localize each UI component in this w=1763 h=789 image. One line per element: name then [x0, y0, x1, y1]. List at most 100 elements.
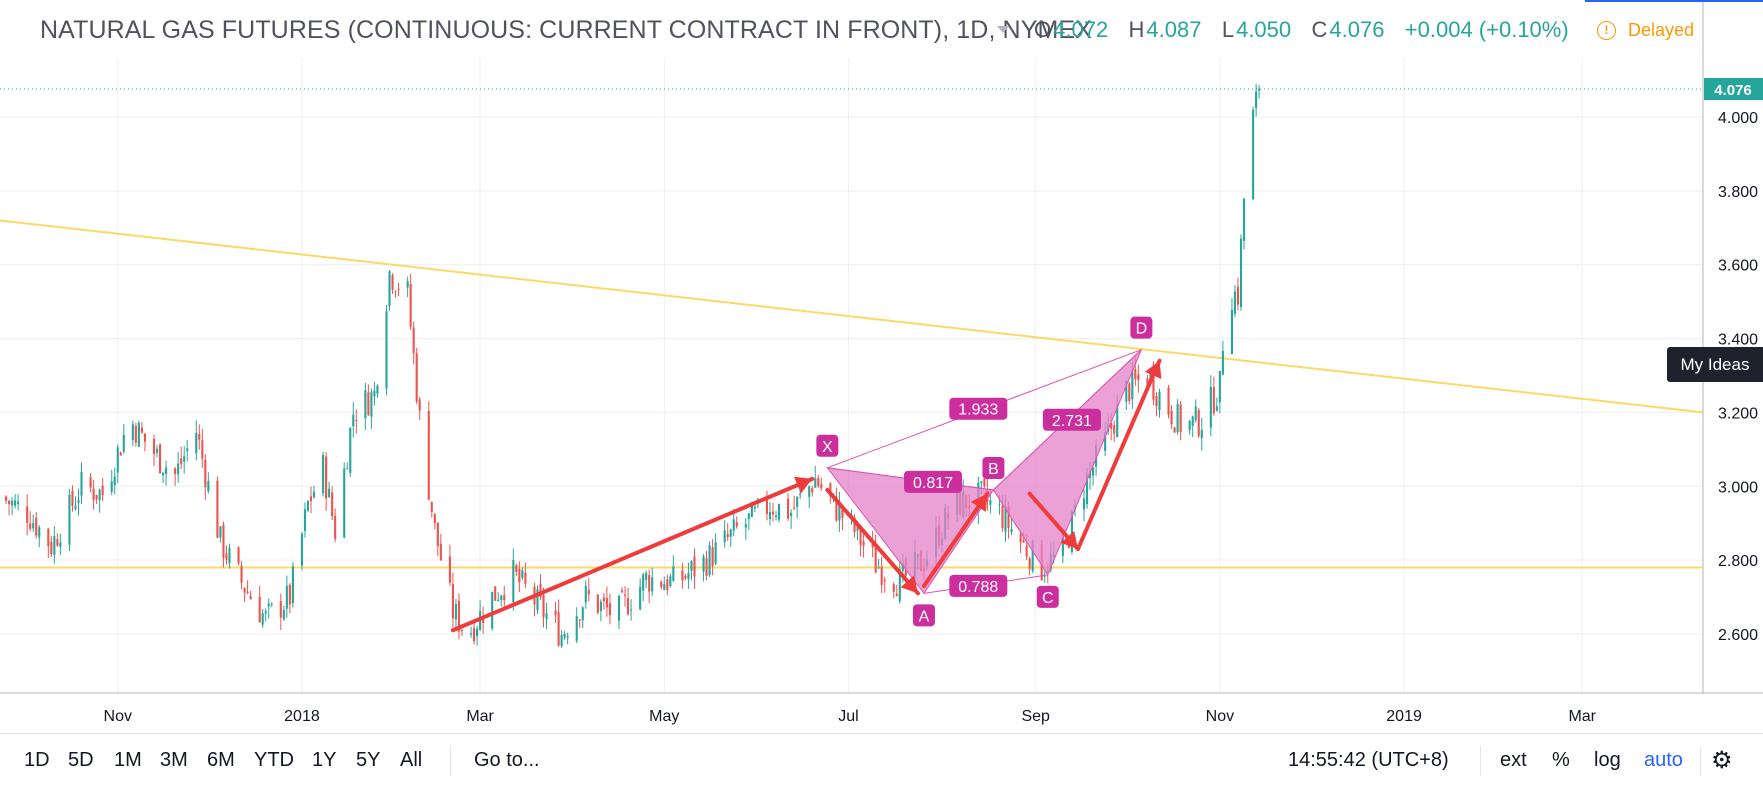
candle-body [1194, 406, 1197, 421]
candle-body [1209, 386, 1212, 428]
candle-body [116, 447, 119, 473]
candle-body [122, 434, 125, 452]
percent-scale-toggle[interactable]: % [1552, 749, 1570, 771]
candle-body [216, 480, 219, 538]
candle-body [750, 503, 753, 517]
trend-arrow-shaft[interactable] [825, 487, 920, 596]
candle-body [50, 541, 53, 555]
candle-body [814, 478, 817, 488]
range-5d-button[interactable]: 5D [68, 749, 94, 771]
candle-body [249, 595, 252, 600]
trend-arrow-head [1060, 531, 1078, 550]
candle-body [1010, 528, 1013, 533]
y-tick-label: 4.000 [1718, 110, 1758, 127]
candle-body [672, 566, 675, 581]
candle-body [829, 483, 832, 496]
candle-body [1043, 575, 1046, 577]
auto-scale-toggle[interactable]: auto [1644, 749, 1683, 771]
candle-body [1022, 539, 1025, 543]
range-3m-button[interactable]: 3M [160, 749, 188, 771]
symbol-title[interactable]: NATURAL GAS FUTURES (CONTINUOUS: CURRENT… [40, 16, 1092, 44]
clock-readout[interactable]: 14:55:42 (UTC+8) [1288, 749, 1449, 771]
candle-body [243, 587, 246, 593]
candle-body [174, 468, 177, 475]
candle-body [524, 572, 527, 584]
candle-body [56, 539, 59, 546]
candle-body [1152, 372, 1155, 400]
harmonic-pattern[interactable]: X A B C D 0.817 0.788 1.933 2.731 [816, 316, 1153, 627]
ohlc-legend: O4.072 H4.087 L4.050 C4.076 +0.004 (+0.1… [1034, 17, 1571, 43]
y-tick-label: 2.600 [1718, 627, 1758, 644]
candle-body [817, 477, 820, 486]
trend-arrow-shaft[interactable] [1075, 358, 1162, 552]
trendlines[interactable] [0, 219, 1704, 569]
candle-body [584, 585, 587, 603]
candle-body [140, 427, 143, 433]
candle-body [687, 573, 690, 579]
candle-body [705, 558, 708, 576]
candle-body [1242, 198, 1246, 241]
candle-body [364, 390, 367, 419]
trend-arrow-head [794, 476, 813, 494]
toolbar-divider [1480, 746, 1481, 776]
candle-body [152, 438, 156, 455]
candle-body [681, 570, 684, 581]
candle-body [240, 566, 243, 583]
trend-arrows[interactable] [450, 358, 1162, 633]
candle-body [1007, 506, 1010, 528]
gear-icon[interactable]: ⚙ [1711, 747, 1733, 774]
candle-body [113, 476, 116, 486]
x-tick-label: Nov [104, 708, 132, 725]
candle-body [195, 432, 198, 454]
price-chart[interactable]: X A B C D 0.817 0.788 1.933 2.731 2.600 2.800 3.00… [0, 0, 1763, 733]
candle-body [645, 572, 648, 581]
candle-body [92, 488, 95, 500]
x-tick-label: 2019 [1386, 708, 1422, 725]
trend-arrow-shaft[interactable] [450, 476, 815, 633]
candle-body [639, 586, 642, 610]
candle-body [1179, 404, 1182, 432]
trend-arrow-shaft[interactable] [921, 491, 990, 588]
x-tick-label: Mar [1568, 708, 1596, 725]
pattern-point-badge [1130, 316, 1153, 339]
range-1m-button[interactable]: 1M [114, 749, 142, 771]
range-5y-button[interactable]: 5Y [356, 749, 381, 771]
candle-body [581, 607, 584, 621]
candle-body [660, 581, 663, 588]
chevron-down-icon[interactable] [997, 26, 1009, 33]
candle-body [587, 589, 590, 595]
candle-body [454, 603, 458, 620]
candle-body [494, 586, 497, 601]
candle-body [708, 545, 711, 576]
candle-body [59, 542, 62, 547]
candle-body [901, 563, 904, 571]
log-scale-toggle[interactable]: log [1594, 749, 1621, 771]
active-tab-indicator [1585, 0, 1763, 2]
goto-date-button[interactable]: Go to... [474, 749, 540, 771]
range-1d-button[interactable]: 1D [24, 749, 50, 771]
range-1y-button[interactable]: 1Y [312, 749, 337, 771]
range-ytd-button[interactable]: YTD [254, 749, 294, 771]
candle-body [729, 529, 732, 537]
range-6m-button[interactable]: 6M [207, 749, 235, 771]
candle-body [1200, 430, 1203, 439]
pattern-ratio-badge [949, 574, 1008, 597]
trendline[interactable] [0, 219, 1704, 414]
last-price-label: 4.076 [1714, 82, 1752, 99]
candle-body [68, 494, 71, 545]
candle-body [1197, 410, 1200, 436]
ext-hours-toggle[interactable]: ext [1500, 749, 1527, 771]
delayed-badge[interactable]: ! Delayed [1597, 20, 1694, 41]
candle-body [158, 444, 162, 474]
candle-body [1215, 406, 1218, 411]
candle-body [1085, 474, 1089, 504]
y-tick-label: 3.800 [1718, 184, 1758, 201]
candle-body [1001, 505, 1004, 529]
my-ideas-button[interactable]: My Ideas [1667, 347, 1763, 382]
candle-body [1188, 421, 1191, 431]
candle-body [143, 433, 146, 442]
candle-body [1170, 410, 1173, 424]
pattern-ratio-label: 0.817 [913, 475, 953, 492]
range-all-button[interactable]: All [400, 749, 423, 771]
candle-body [578, 619, 581, 621]
